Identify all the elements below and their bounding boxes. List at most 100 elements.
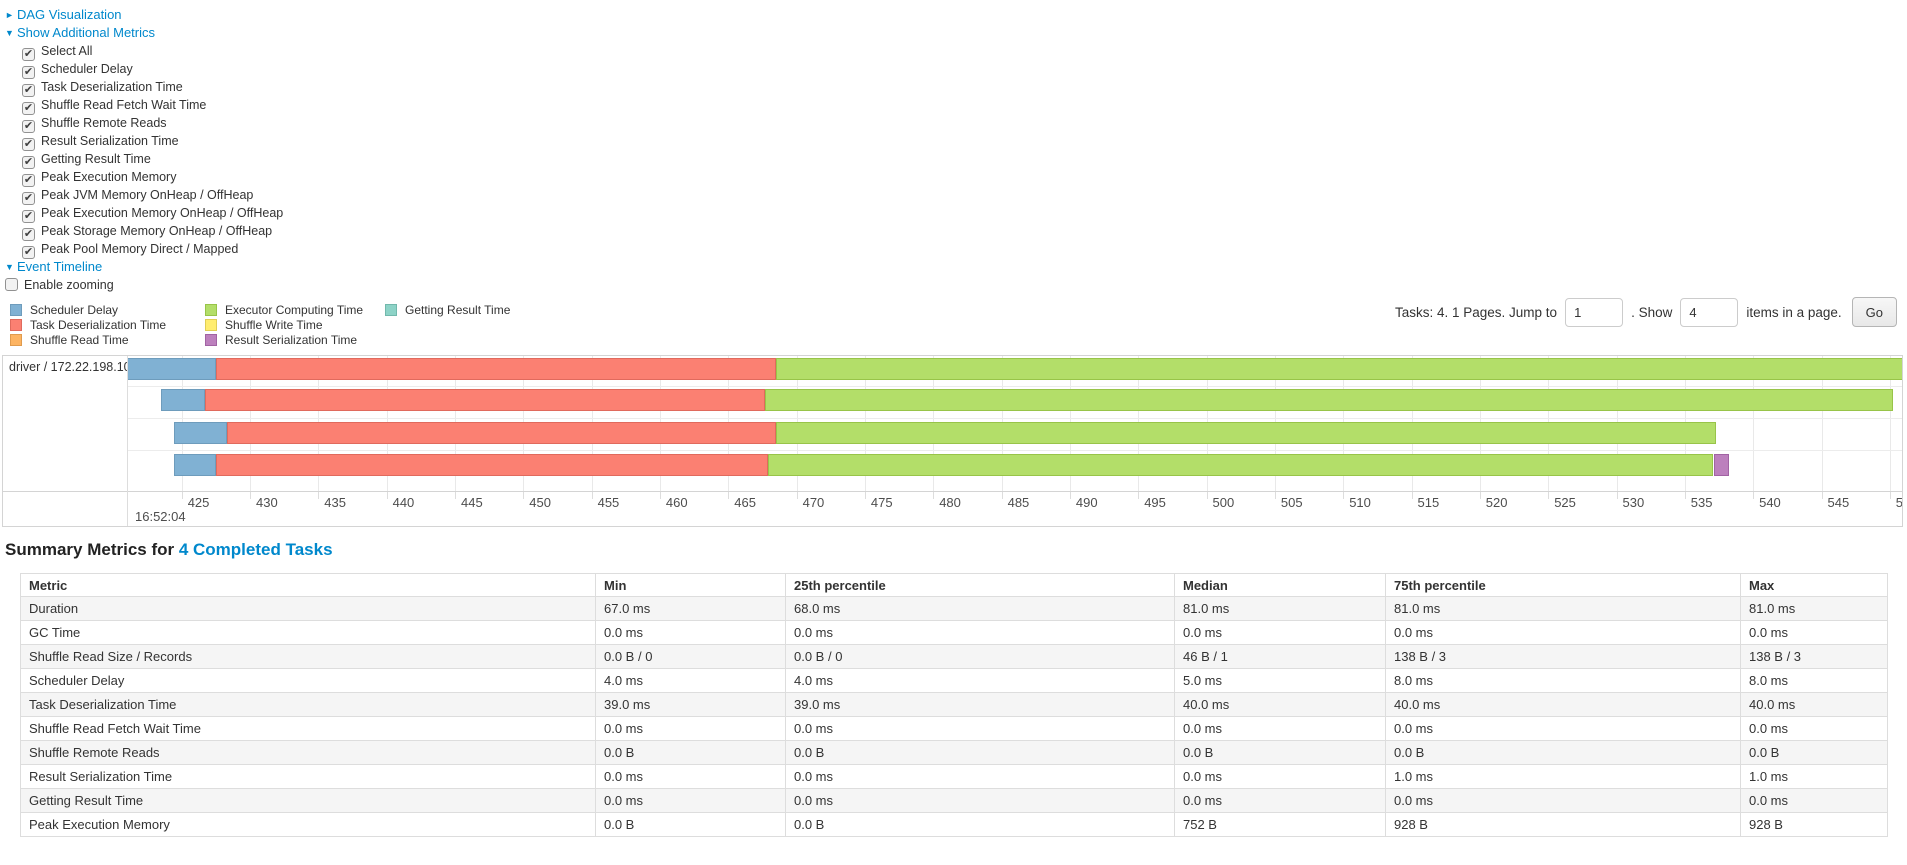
metric-checkbox[interactable] [22, 102, 35, 115]
table-row: Peak Execution Memory 0.0 B 0.0 B 752 B 928 … [20, 812, 1888, 837]
task-bar-segment-executor-computing[interactable] [776, 422, 1717, 444]
axis-tick [659, 491, 661, 499]
task-bar-segment-task-deserialization[interactable] [204, 389, 766, 411]
axis-major-label: 16:52:04 [135, 509, 186, 524]
metric-checkbox-list: Select All Scheduler Delay Task Deserializ… [5, 42, 284, 259]
metric-checkbox[interactable] [22, 192, 35, 205]
metric-checkbox-row: Peak Execution Memory OnHeap / OffHeap [5, 204, 284, 223]
axis-tick-label: 490 [1075, 495, 1098, 510]
metric-value-cell: 0.0 ms [1174, 788, 1386, 813]
jump-to-page-input[interactable] [1565, 297, 1624, 327]
event-timeline-link[interactable]: Event Timeline [17, 259, 103, 274]
axis-tick-label: 470 [802, 495, 825, 510]
column-header: Median [1174, 573, 1386, 597]
table-row: Scheduler Delay 4.0 ms 4.0 ms 5.0 ms 8.0 ms 8… [20, 668, 1888, 693]
legend-item: Getting Result Time [385, 303, 510, 318]
task-bar-segment-scheduler-delay[interactable] [173, 454, 216, 476]
metric-checkbox[interactable] [22, 138, 35, 151]
metric-checkbox[interactable] [22, 246, 35, 259]
axis-tick-label: 530 [1622, 495, 1645, 510]
legend-swatch-icon [10, 304, 22, 316]
axis-tick [386, 491, 388, 499]
metric-value-cell: 0.0 ms [595, 716, 786, 741]
task-bar-segment-task-deserialization[interactable] [215, 454, 768, 476]
show-additional-metrics-link[interactable]: Show Additional Metrics [17, 25, 156, 40]
metric-value-cell: 8.0 ms [1385, 668, 1741, 693]
table-row: Shuffle Read Size / Records 0.0 B / 0 0.0 … [20, 644, 1888, 669]
metric-value-cell: 8.0 ms [1740, 668, 1888, 693]
axis-tick-label: 445 [461, 495, 483, 510]
metric-checkbox-label: Peak JVM Memory OnHeap / OffHeap [41, 188, 254, 202]
legend-swatch-icon [205, 304, 217, 316]
table-row: Shuffle Remote Reads 0.0 B 0.0 B 0.0 B 0.0 B… [20, 740, 1888, 765]
axis-tick [1343, 491, 1345, 499]
pagination-summary-text: Tasks: 4. 1 Pages. Jump to [1394, 304, 1558, 320]
metric-checkbox-label: Peak Execution Memory OnHeap / OffHeap [41, 206, 284, 220]
legend-label: Shuffle Read Time [30, 333, 129, 347]
task-bar-segment-executor-computing[interactable] [776, 358, 1902, 380]
metric-checkbox[interactable] [22, 174, 35, 187]
row-separator [127, 418, 1902, 419]
metric-checkbox-row: Shuffle Remote Reads [5, 114, 283, 133]
metric-name-cell: Task Deserialization Time [20, 692, 596, 717]
page-size-input[interactable] [1680, 297, 1739, 327]
metric-value-cell: 40.0 ms [1174, 692, 1386, 717]
metric-value-cell: 0.0 ms [1740, 620, 1888, 645]
metric-checkbox[interactable] [22, 66, 35, 79]
metric-checkbox[interactable] [22, 228, 35, 241]
task-bar-segment-result-serialization[interactable] [1713, 454, 1729, 476]
collapsed-arrow-icon: ► [5, 10, 14, 20]
expanded-arrow-icon: ▼ [5, 262, 14, 272]
task-bar-segment-scheduler-delay[interactable] [127, 358, 216, 380]
metric-checkbox[interactable] [22, 156, 35, 169]
column-header: 75th percentile [1385, 573, 1741, 597]
legend-swatch-icon [205, 319, 217, 331]
column-header: 25th percentile [785, 573, 1175, 597]
metric-name-cell: Duration [20, 596, 596, 621]
metric-checkbox-label: Shuffle Read Fetch Wait Time [41, 98, 207, 112]
enable-zooming-checkbox[interactable] [5, 278, 18, 291]
metric-checkbox-row: Peak Storage Memory OnHeap / OffHeap [5, 222, 283, 241]
task-bar-segment-executor-computing[interactable] [767, 454, 1714, 476]
metric-checkbox[interactable] [22, 210, 35, 223]
metric-value-cell: 40.0 ms [1385, 692, 1741, 717]
legend-item: Scheduler Delay [10, 303, 205, 318]
metric-name-cell: Peak Execution Memory [20, 812, 596, 837]
metric-checkbox-row: Getting Result Time [5, 150, 283, 169]
metric-value-cell: 67.0 ms [595, 596, 786, 621]
completed-tasks-link[interactable]: 4 Completed Tasks [178, 540, 333, 559]
task-bar-segment-task-deserialization[interactable] [215, 358, 777, 380]
metric-value-cell: 1.0 ms [1740, 764, 1888, 789]
metric-value-cell: 0.0 ms [1385, 716, 1741, 741]
summary-metrics-table: Metric Min 25th percentile Median 75th perce… [20, 573, 1888, 837]
task-bar-segment-scheduler-delay[interactable] [173, 422, 227, 444]
metric-value-cell: 0.0 ms [1174, 764, 1386, 789]
metric-value-cell: 752 B [1174, 812, 1386, 837]
metric-value-cell: 0.0 ms [1385, 788, 1741, 813]
metric-value-cell: 0.0 ms [595, 788, 786, 813]
axis-tick-label: 545 [1827, 495, 1850, 510]
column-header: Max [1740, 573, 1888, 597]
axis-tick [864, 491, 866, 499]
axis-tick-label: 495 [1144, 495, 1166, 510]
task-bar-segment-task-deserialization[interactable] [226, 422, 777, 444]
go-button[interactable]: Go [1851, 297, 1897, 327]
axis-tick [1001, 491, 1003, 499]
metric-value-cell: 0.0 B / 0 [595, 644, 786, 669]
task-bar-segment-executor-computing[interactable] [765, 389, 1893, 411]
metric-checkbox[interactable] [22, 48, 35, 61]
metric-checkbox-label: Peak Pool Memory Direct / Mapped [41, 242, 239, 256]
legend-swatch-icon [385, 304, 397, 316]
metric-name-cell: Scheduler Delay [20, 668, 596, 693]
axis-tick [1753, 491, 1755, 499]
axis-tick [796, 491, 798, 499]
axis-tick-label: 425 [187, 495, 210, 510]
axis-divider [3, 491, 1902, 492]
task-bar-segment-scheduler-delay[interactable] [161, 389, 205, 411]
axis-tick [1548, 491, 1550, 499]
axis-tick [728, 491, 730, 499]
metric-checkbox[interactable] [22, 120, 35, 133]
axis-tick [933, 491, 935, 499]
metric-checkbox[interactable] [22, 84, 35, 97]
dag-visualization-link[interactable]: DAG Visualization [17, 7, 122, 22]
